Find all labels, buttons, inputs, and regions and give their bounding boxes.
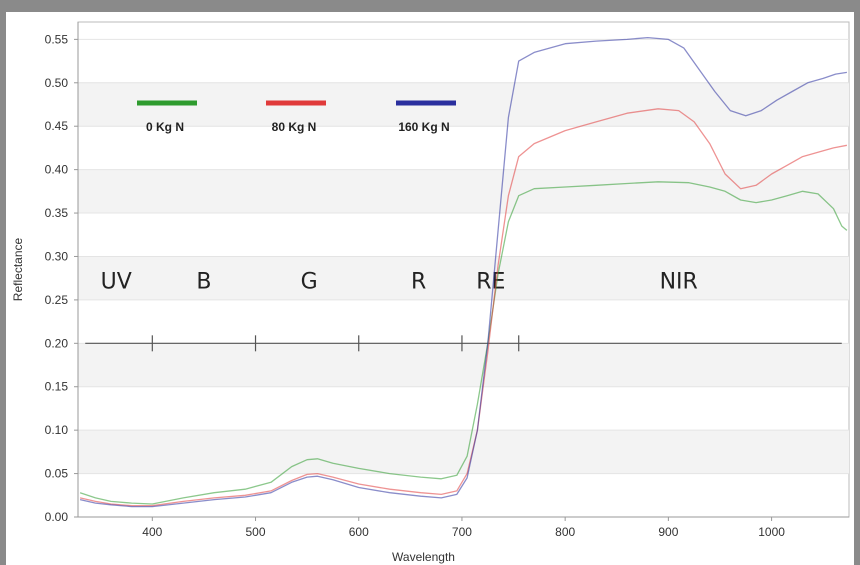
y-tick-label: 0.20 bbox=[45, 336, 69, 350]
x-axis-label: Wavelength bbox=[392, 550, 455, 564]
grid-band bbox=[78, 343, 849, 387]
y-tick-label: 0.25 bbox=[45, 293, 69, 307]
x-tick-label: 800 bbox=[555, 525, 575, 539]
series-line-1 bbox=[79, 108, 848, 507]
band-label: B bbox=[196, 270, 211, 295]
x-tick-label: 700 bbox=[452, 525, 472, 539]
x-tick-label: 500 bbox=[246, 525, 266, 539]
grid-band bbox=[78, 169, 849, 214]
grid-band bbox=[78, 256, 849, 300]
x-tick-label: 600 bbox=[349, 525, 369, 539]
spectral-bands: UV B G R RE NIR bbox=[85, 270, 842, 352]
grid-band bbox=[78, 430, 849, 474]
legend: 0 Kg N 80 Kg N 160 Kg N bbox=[137, 100, 456, 134]
band-label: NIR bbox=[660, 270, 698, 295]
y-tick-label: 0.05 bbox=[45, 467, 69, 481]
y-tick-label: 0.40 bbox=[45, 163, 69, 177]
legend-label: 160 Kg N bbox=[398, 120, 449, 134]
y-tick-label: 0.10 bbox=[45, 423, 69, 437]
gridlines bbox=[78, 38, 849, 518]
y-tick-label: 0.45 bbox=[45, 119, 69, 133]
series-line-2 bbox=[79, 36, 847, 508]
y-axis-label: Reflectance bbox=[11, 237, 25, 301]
y-tick-label: 0.50 bbox=[45, 76, 69, 90]
legend-label: 80 Kg N bbox=[272, 120, 317, 134]
x-tick-label: 900 bbox=[658, 525, 678, 539]
band-label: UV bbox=[101, 270, 132, 295]
y-tick-label: 0.55 bbox=[45, 32, 69, 46]
band-label: G bbox=[301, 270, 318, 295]
y-tick-label: 0.15 bbox=[45, 380, 69, 394]
y-tick-label: 0.30 bbox=[45, 249, 69, 263]
axes: 0.00 0.05 0.10 0.15 0.20 0.25 0.30 0.35 0.40 0.45… bbox=[45, 22, 849, 539]
series-lines bbox=[79, 36, 848, 508]
x-tick-label: 1000 bbox=[758, 525, 785, 539]
legend-label: 0 Kg N bbox=[146, 120, 184, 134]
y-tick-label: 0.35 bbox=[45, 206, 69, 220]
x-tick-label: 400 bbox=[142, 525, 162, 539]
band-label: RE bbox=[476, 270, 505, 295]
y-tick-label: 0.00 bbox=[45, 510, 69, 524]
grid-band bbox=[78, 82, 849, 127]
band-label: R bbox=[411, 270, 426, 295]
